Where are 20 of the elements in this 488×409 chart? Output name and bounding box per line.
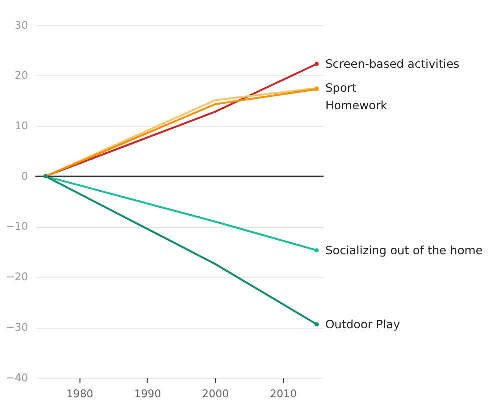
series-label: Screen-based activities [326, 57, 460, 72]
y-tick-label: 0 [22, 170, 29, 183]
series-label: Socializing out of the home [326, 243, 483, 258]
point [314, 248, 319, 253]
y-tick-label: −30 [6, 322, 29, 334]
point [314, 322, 319, 327]
y-tick-label: −10 [6, 221, 29, 234]
y-tick-label: 30 [14, 20, 29, 32]
x-tick-label: 2000 [202, 388, 230, 401]
y-tick-label: −20 [6, 272, 29, 284]
x-tick-label: 1990 [134, 388, 162, 401]
series-label: Sport [326, 81, 357, 96]
series-label: Homework [326, 98, 388, 112]
x-tick-label: 2010 [270, 388, 298, 401]
y-tick-label: −40 [6, 372, 29, 384]
point [314, 62, 319, 66]
series-label: Outdoor Play [326, 317, 400, 332]
y-tick-label: 10 [14, 120, 29, 132]
y-tick-label: 20 [14, 70, 29, 82]
x-tick-label: 1980 [66, 388, 94, 401]
